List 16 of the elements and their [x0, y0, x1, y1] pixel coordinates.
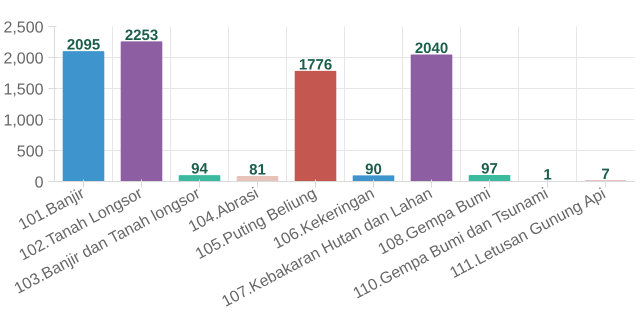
- y-tick-label: 2,000: [3, 50, 44, 68]
- data-label: 2253: [124, 26, 158, 44]
- data-label: 90: [365, 160, 382, 178]
- y-tick-label: 2,500: [3, 20, 44, 36]
- data-label: 97: [481, 160, 498, 178]
- data-label: 2095: [66, 36, 100, 54]
- y-tick-label: 1,500: [3, 82, 44, 98]
- data-label: 7: [601, 166, 610, 184]
- data-label: 2040: [414, 40, 448, 58]
- data-label: 94: [191, 160, 208, 178]
- data-label: 1776: [298, 56, 332, 74]
- data-label: 81: [249, 161, 266, 178]
- y-tick-label: 0: [34, 174, 44, 192]
- y-tick-label: 1,000: [3, 112, 44, 130]
- data-label: 1: [543, 166, 552, 184]
- y-tick-label: 500: [16, 144, 44, 160]
